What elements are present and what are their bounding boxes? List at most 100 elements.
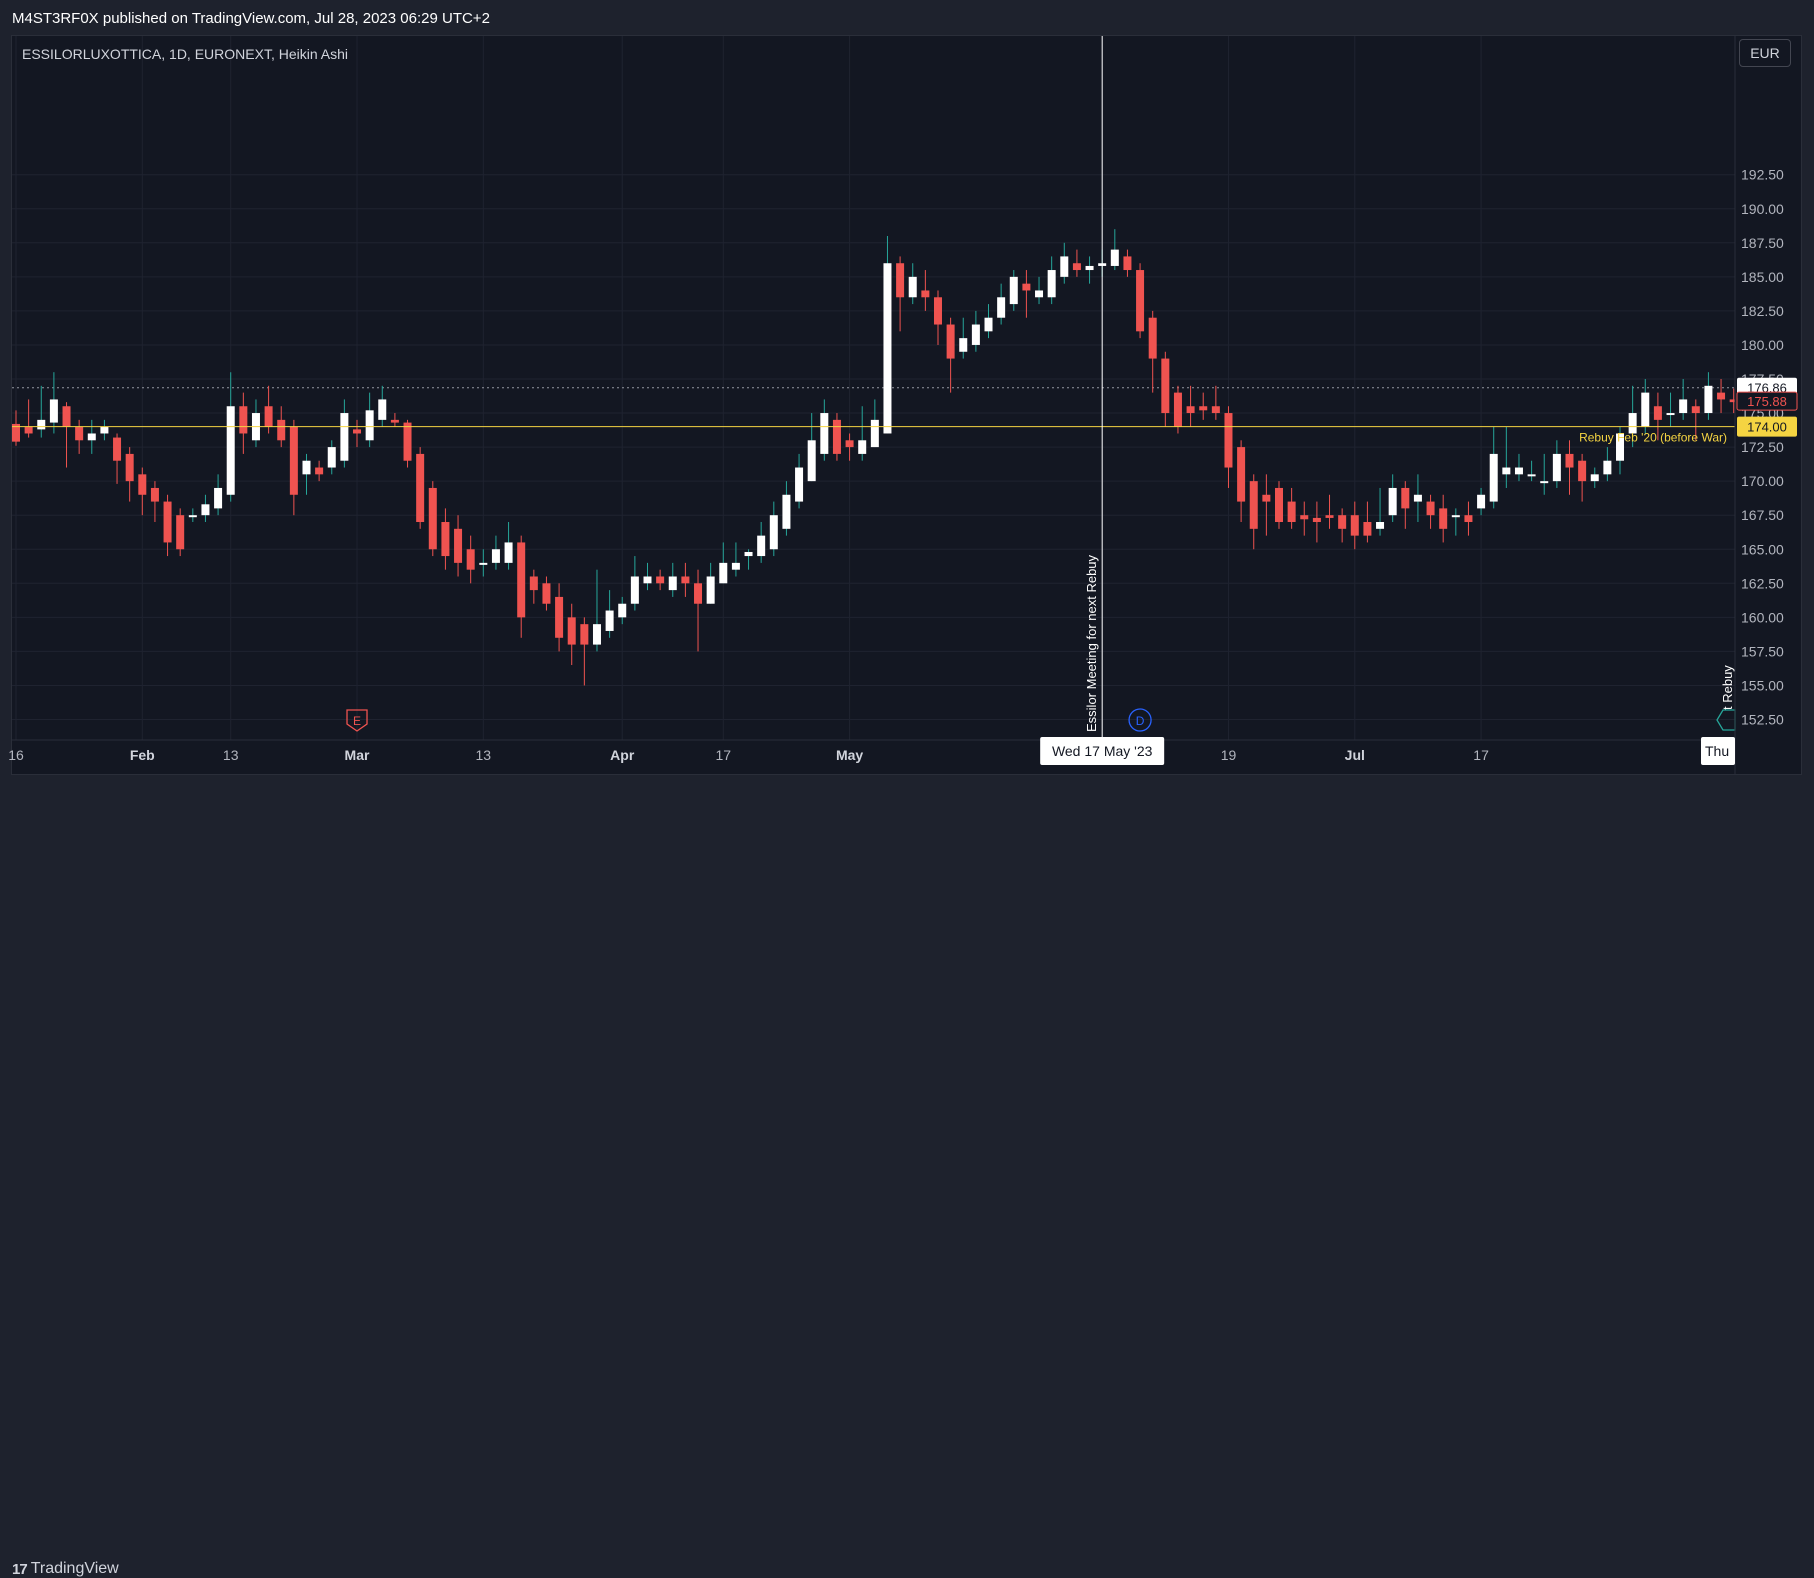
candle-body[interactable] (1641, 392, 1650, 427)
candle-body[interactable] (567, 617, 576, 645)
candle-body[interactable] (264, 406, 273, 427)
candle-body[interactable] (353, 429, 362, 434)
candle-body[interactable] (984, 317, 993, 332)
candle-body[interactable] (138, 474, 147, 495)
candle-body[interactable] (908, 276, 917, 298)
candle-body[interactable] (542, 583, 551, 604)
candle-body[interactable] (668, 576, 677, 591)
dividend-icon[interactable] (1128, 708, 1152, 732)
candle-body[interactable] (1565, 453, 1574, 468)
candle-body[interactable] (870, 419, 879, 448)
candle-body[interactable] (1679, 399, 1688, 414)
candle-body[interactable] (226, 406, 235, 495)
candle-body[interactable] (416, 453, 425, 523)
candle-body[interactable] (491, 549, 500, 563)
candle-body[interactable] (1022, 283, 1031, 291)
candle-body[interactable] (555, 596, 564, 638)
candle-body[interactable] (757, 535, 766, 557)
candle-body[interactable] (1376, 522, 1385, 529)
candle-body[interactable] (1514, 467, 1523, 475)
candle-body[interactable] (605, 610, 614, 631)
candle-body[interactable] (176, 515, 185, 550)
candle-body[interactable] (1009, 276, 1018, 305)
candle-body[interactable] (239, 406, 248, 434)
candle-body[interactable] (1072, 263, 1081, 271)
candle-body[interactable] (1616, 433, 1625, 461)
candle-body[interactable] (1451, 515, 1460, 518)
candle-body[interactable] (188, 515, 197, 518)
price-chart[interactable]: Rebuy Feb '20 (before War) Essilor Meetin… (0, 0, 1814, 816)
candle-body[interactable] (1325, 515, 1334, 518)
candle-body[interactable] (997, 297, 1006, 318)
candle-body[interactable] (1136, 270, 1145, 332)
candle-body[interactable] (807, 440, 816, 482)
candle-body[interactable] (1035, 290, 1044, 298)
candle-body[interactable] (1666, 413, 1675, 416)
candle-body[interactable] (1060, 256, 1069, 277)
candle-body[interactable] (933, 297, 942, 325)
candle-body[interactable] (1388, 487, 1397, 516)
candle-body[interactable] (125, 453, 134, 482)
candle-body[interactable] (681, 576, 690, 584)
candle-body[interactable] (1489, 453, 1498, 502)
candle-body[interactable] (277, 419, 286, 441)
candle-body[interactable] (1363, 522, 1372, 536)
candle-body[interactable] (971, 324, 980, 345)
candle-body[interactable] (706, 576, 715, 604)
candle-body[interactable] (1211, 406, 1220, 414)
candle-body[interactable] (618, 603, 627, 618)
candle-body[interactable] (820, 413, 829, 454)
candle-body[interactable] (49, 399, 58, 423)
candle-body[interactable] (24, 426, 33, 434)
candle-body[interactable] (630, 576, 639, 604)
candle-body[interactable] (580, 624, 589, 645)
candle-body[interactable] (1439, 508, 1448, 529)
candle-body[interactable] (1085, 265, 1094, 271)
candle-body[interactable] (340, 413, 349, 461)
candle-body[interactable] (504, 542, 513, 563)
candle-body[interactable] (201, 504, 210, 516)
candle-body[interactable] (1578, 460, 1587, 482)
candle-body[interactable] (1199, 406, 1208, 411)
candle-body[interactable] (390, 419, 399, 423)
candle-body[interactable] (1110, 249, 1119, 266)
candle-body[interactable] (100, 426, 109, 434)
candle-body[interactable] (1729, 399, 1738, 403)
candle-body[interactable] (769, 515, 778, 550)
candle-body[interactable] (1401, 487, 1410, 509)
candle-body[interactable] (795, 467, 804, 502)
candle-body[interactable] (1123, 256, 1132, 271)
candle-body[interactable] (327, 447, 336, 468)
candle-body[interactable] (466, 549, 475, 570)
candle-body[interactable] (1161, 358, 1170, 414)
candle-body[interactable] (428, 487, 437, 550)
candle-body[interactable] (214, 487, 223, 509)
candle-body[interactable] (1338, 515, 1347, 529)
candle-body[interactable] (1275, 487, 1283, 523)
candle-body[interactable] (1224, 413, 1233, 468)
candle-body[interactable] (1262, 494, 1271, 502)
candle-body[interactable] (1350, 515, 1359, 536)
candle-body[interactable] (1717, 392, 1726, 400)
candle-body[interactable] (656, 576, 665, 584)
candle-body[interactable] (1300, 515, 1309, 520)
candle-body[interactable] (302, 460, 311, 475)
candle-body[interactable] (1502, 467, 1511, 475)
candle-body[interactable] (643, 576, 652, 584)
candle-body[interactable] (719, 562, 728, 584)
candle-body[interactable] (365, 410, 374, 441)
candle-body[interactable] (529, 576, 538, 591)
candle-body[interactable] (744, 551, 753, 557)
candle-body[interactable] (87, 433, 96, 441)
candle-body[interactable] (1047, 270, 1056, 298)
earnings-icon[interactable] (346, 709, 368, 732)
candle-body[interactable] (1287, 501, 1296, 523)
candle-body[interactable] (1237, 447, 1246, 502)
candle-body[interactable] (1590, 474, 1599, 482)
candle-body[interactable] (946, 324, 955, 359)
candle-body[interactable] (1173, 392, 1182, 427)
candle-body[interactable] (858, 440, 867, 454)
candle-body[interactable] (592, 624, 601, 645)
candle-body[interactable] (1464, 515, 1473, 523)
candle-body[interactable] (782, 494, 791, 529)
